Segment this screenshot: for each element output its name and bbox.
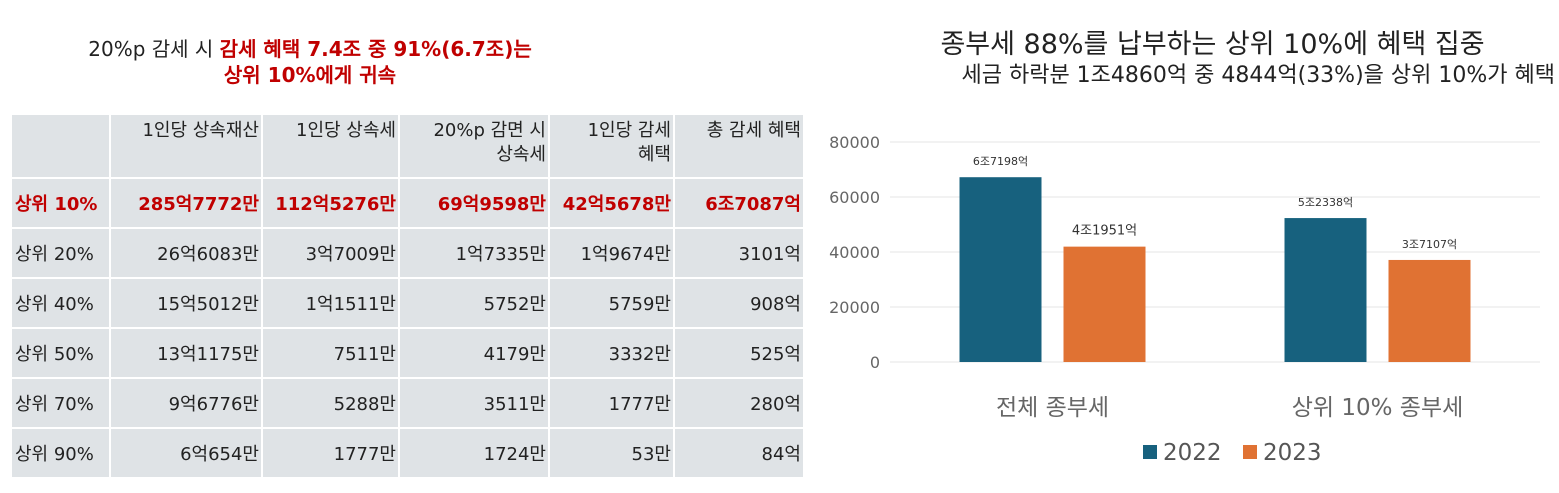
table-cell: 15억5012만 [110, 278, 263, 329]
table-cell: 1억7335만 [399, 228, 550, 279]
table-cell: 26억6083만 [110, 228, 263, 279]
data-label: 6조7198억 [973, 155, 1028, 168]
table-cell: 908억 [674, 278, 805, 329]
left-title-highlight-1: 감세 혜택 7.4조 중 91%(6.7조)는 [219, 37, 532, 61]
y-tick-label: 40000 [829, 243, 880, 262]
row-label: 상위 40% [12, 278, 111, 329]
row-label: 상위 20% [12, 228, 111, 279]
y-tick-label: 0 [870, 353, 880, 372]
left-title: 20%p 감세 시 감세 혜택 7.4조 중 91%(6.7조)는 상위 10%… [10, 36, 610, 88]
table-row: 상위 10% 285억7772만 112억5276만 69억9598만 42억5678만… [12, 178, 805, 229]
bar-2023 [1388, 259, 1471, 362]
chart-title-line1: 종부세 88%를 납부하는 상위 10%에 혜택 집중 [940, 29, 1485, 60]
table-cell: 1억9674만 [549, 228, 675, 279]
table-cell: 3511만 [399, 378, 550, 429]
y-tick-label: 80000 [829, 133, 880, 152]
table-row: 상위 40% 15억5012만 1억1511만 5752만 5759만 908억 [12, 278, 805, 329]
legend-label: 2023 [1263, 440, 1322, 466]
table-row: 상위 50% 13억1175만 7511만 4179만 3332만 525억 [12, 328, 805, 379]
table-cell: 1777만 [262, 428, 400, 479]
left-title-prefix: 20%p 감세 시 [88, 37, 220, 61]
legend-swatch [1243, 445, 1257, 459]
table-cell: 53만 [549, 428, 675, 479]
y-tick-label: 20000 [829, 298, 880, 317]
row-label: 상위 10% [12, 178, 111, 229]
table-header-cell: 20%p 감면 시 상속세 [399, 115, 550, 179]
table-cell: 6억654만 [110, 428, 263, 479]
row-label: 상위 50% [12, 328, 111, 379]
tax-benefit-table: 1인당 상속재산 1인당 상속세 20%p 감면 시 상속세 1인당 감세 혜택 총 감… [12, 115, 805, 479]
table-cell: 9억6776만 [110, 378, 263, 429]
legend-swatch [1143, 445, 1157, 459]
table-cell: 280억 [674, 378, 805, 429]
legend-item-2023: 2023 [1243, 440, 1322, 466]
table-cell: 5752만 [399, 278, 550, 329]
table-cell: 112억5276만 [262, 178, 400, 229]
data-label: 5조2338억 [1298, 196, 1353, 209]
chart-title: 종부세 88%를 납부하는 상위 10%에 혜택 집중 세금 하락분 1조486… [830, 28, 1555, 90]
table-header-cell: 총 감세 혜택 [674, 115, 805, 179]
table-header-row: 1인당 상속재산 1인당 상속세 20%p 감면 시 상속세 1인당 감세 혜택 총 감… [12, 115, 805, 179]
y-tick-label: 60000 [829, 188, 880, 207]
legend-label: 2022 [1163, 440, 1222, 466]
table-cell: 84억 [674, 428, 805, 479]
bar-2023 [1063, 246, 1146, 362]
x-category-label: 상위 10% 종부세 [1292, 395, 1464, 421]
x-category-label: 전체 종부세 [996, 395, 1109, 421]
table-cell: 5759만 [549, 278, 675, 329]
table-header-cell [12, 115, 111, 179]
table-cell: 5288만 [262, 378, 400, 429]
table-cell: 13억1175만 [110, 328, 263, 379]
table-cell: 3101억 [674, 228, 805, 279]
table-cell: 4179만 [399, 328, 550, 379]
table-row: 상위 70% 9억6776만 5288만 3511만 1777만 280억 [12, 378, 805, 429]
row-label: 상위 70% [12, 378, 111, 429]
table-cell: 525억 [674, 328, 805, 379]
table-cell: 3332만 [549, 328, 675, 379]
table-cell: 6조7087억 [674, 178, 805, 229]
bar-2022 [959, 177, 1042, 362]
table-row: 상위 20% 26억6083만 3억7009만 1억7335만 1억9674만 3101억 [12, 228, 805, 279]
table-cell: 1억1511만 [262, 278, 400, 329]
data-label: 3조7107억 [1402, 238, 1457, 251]
table-row: 상위 90% 6억654만 1777만 1724만 53만 84억 [12, 428, 805, 479]
data-label: 4조1951억 [1072, 224, 1137, 239]
table-cell: 7511만 [262, 328, 400, 379]
table-cell: 42억5678만 [549, 178, 675, 229]
legend-item-2022: 2022 [1143, 440, 1222, 466]
table-cell: 285억7772만 [110, 178, 263, 229]
table-cell: 69억9598만 [399, 178, 550, 229]
table-cell: 3억7009만 [262, 228, 400, 279]
bar-2022 [1284, 218, 1367, 362]
table-header-cell: 1인당 감세 혜택 [549, 115, 675, 179]
table-header-cell: 1인당 상속재산 [110, 115, 263, 179]
left-title-highlight-2: 상위 10%에게 귀속 [223, 63, 397, 87]
table-cell: 1724만 [399, 428, 550, 479]
row-label: 상위 90% [12, 428, 111, 479]
table-header-cell: 1인당 상속세 [262, 115, 400, 179]
chart-title-line2: 세금 하락분 1조4860억 중 4844억(33%)을 상위 10%가 혜택 [961, 63, 1556, 88]
table-cell: 1777만 [549, 378, 675, 429]
